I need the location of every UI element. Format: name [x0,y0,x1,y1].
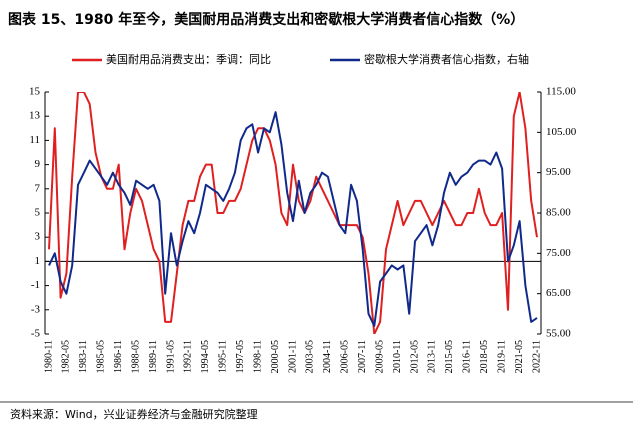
y-tick-label: -1 [31,279,40,291]
x-tick-label: 1994-05 [200,340,211,373]
y-tick-label: 5 [35,207,41,219]
legend-label: 美国耐用品消费支出：季调：同比 [106,52,271,66]
x-tick-label: 2021-05 [514,340,525,373]
x-tick-label: 2004-11 [322,340,333,373]
x-tick-label: 1980-11 [43,340,54,373]
y2-tick-label: 105.00 [546,126,577,138]
x-tick-label: 1986-11 [113,340,124,373]
y2-tick-label: 95.00 [546,166,571,178]
x-tick-label: 1997-05 [235,340,246,373]
x-tick-label: 2018-05 [479,340,490,373]
x-tick-label: 1991-05 [165,340,176,373]
y-tick-label: -5 [31,328,41,340]
x-tick-label: 1985-05 [96,340,107,373]
x-tick-label: 2003-05 [305,340,316,373]
x-tick-label: 2022-11 [531,340,542,373]
y-tick-label: 3 [35,231,41,243]
x-tick-label: 1983-11 [78,340,89,373]
series-line [48,92,538,334]
y-tick-label: 7 [35,182,41,194]
y2-tick-label: 65.00 [546,287,571,299]
y-tick-label: 11 [29,134,40,146]
legend-label: 密歇根大学消费者信心指数，右轴 [364,52,529,66]
y-tick-label: 13 [29,110,41,122]
chart-title: 图表 15、1980 年至今，美国耐用品消费支出和密歇根大学消费者信心指数（%） [8,11,524,28]
x-tick-label: 2019-11 [496,340,507,373]
series-line [48,111,538,327]
x-tick-label: 2006-05 [340,340,351,373]
y-tick-label: -3 [31,303,41,315]
y2-tick-label: 115.00 [546,86,576,98]
x-tick-label: 1995-11 [218,340,229,373]
x-tick-label: 2015-05 [444,340,455,373]
y2-tick-label: 85.00 [546,207,571,219]
x-tick-label: 2009-05 [374,340,385,373]
x-tick-label: 2007-11 [357,340,368,373]
x-tick-label: 2001-11 [287,340,298,373]
y-tick-label: 1 [35,255,41,267]
x-tick-label: 1982-05 [61,340,72,373]
x-tick-label: 2000-05 [270,340,281,373]
y-tick-label: 15 [29,86,41,98]
x-tick-label: 1989-11 [148,340,159,373]
source: 资料来源：Wind，兴业证券经济与金融研究院整理 [10,407,258,421]
x-tick-label: 2012-05 [409,340,420,373]
plot-lines [48,92,538,334]
x-tick-label: 2013-11 [427,340,438,373]
y2-tick-label: 75.00 [546,247,571,259]
y2-tick-label: 55.00 [546,328,571,340]
x-tick-label: 2016-11 [462,340,473,373]
x-tick-label: 2010-11 [392,340,403,373]
x-tick-label: 1988-05 [130,340,141,373]
x-tick-label: 1992-11 [183,340,194,373]
x-tick-label: 1998-11 [252,340,263,373]
y-tick-label: 9 [35,158,41,170]
